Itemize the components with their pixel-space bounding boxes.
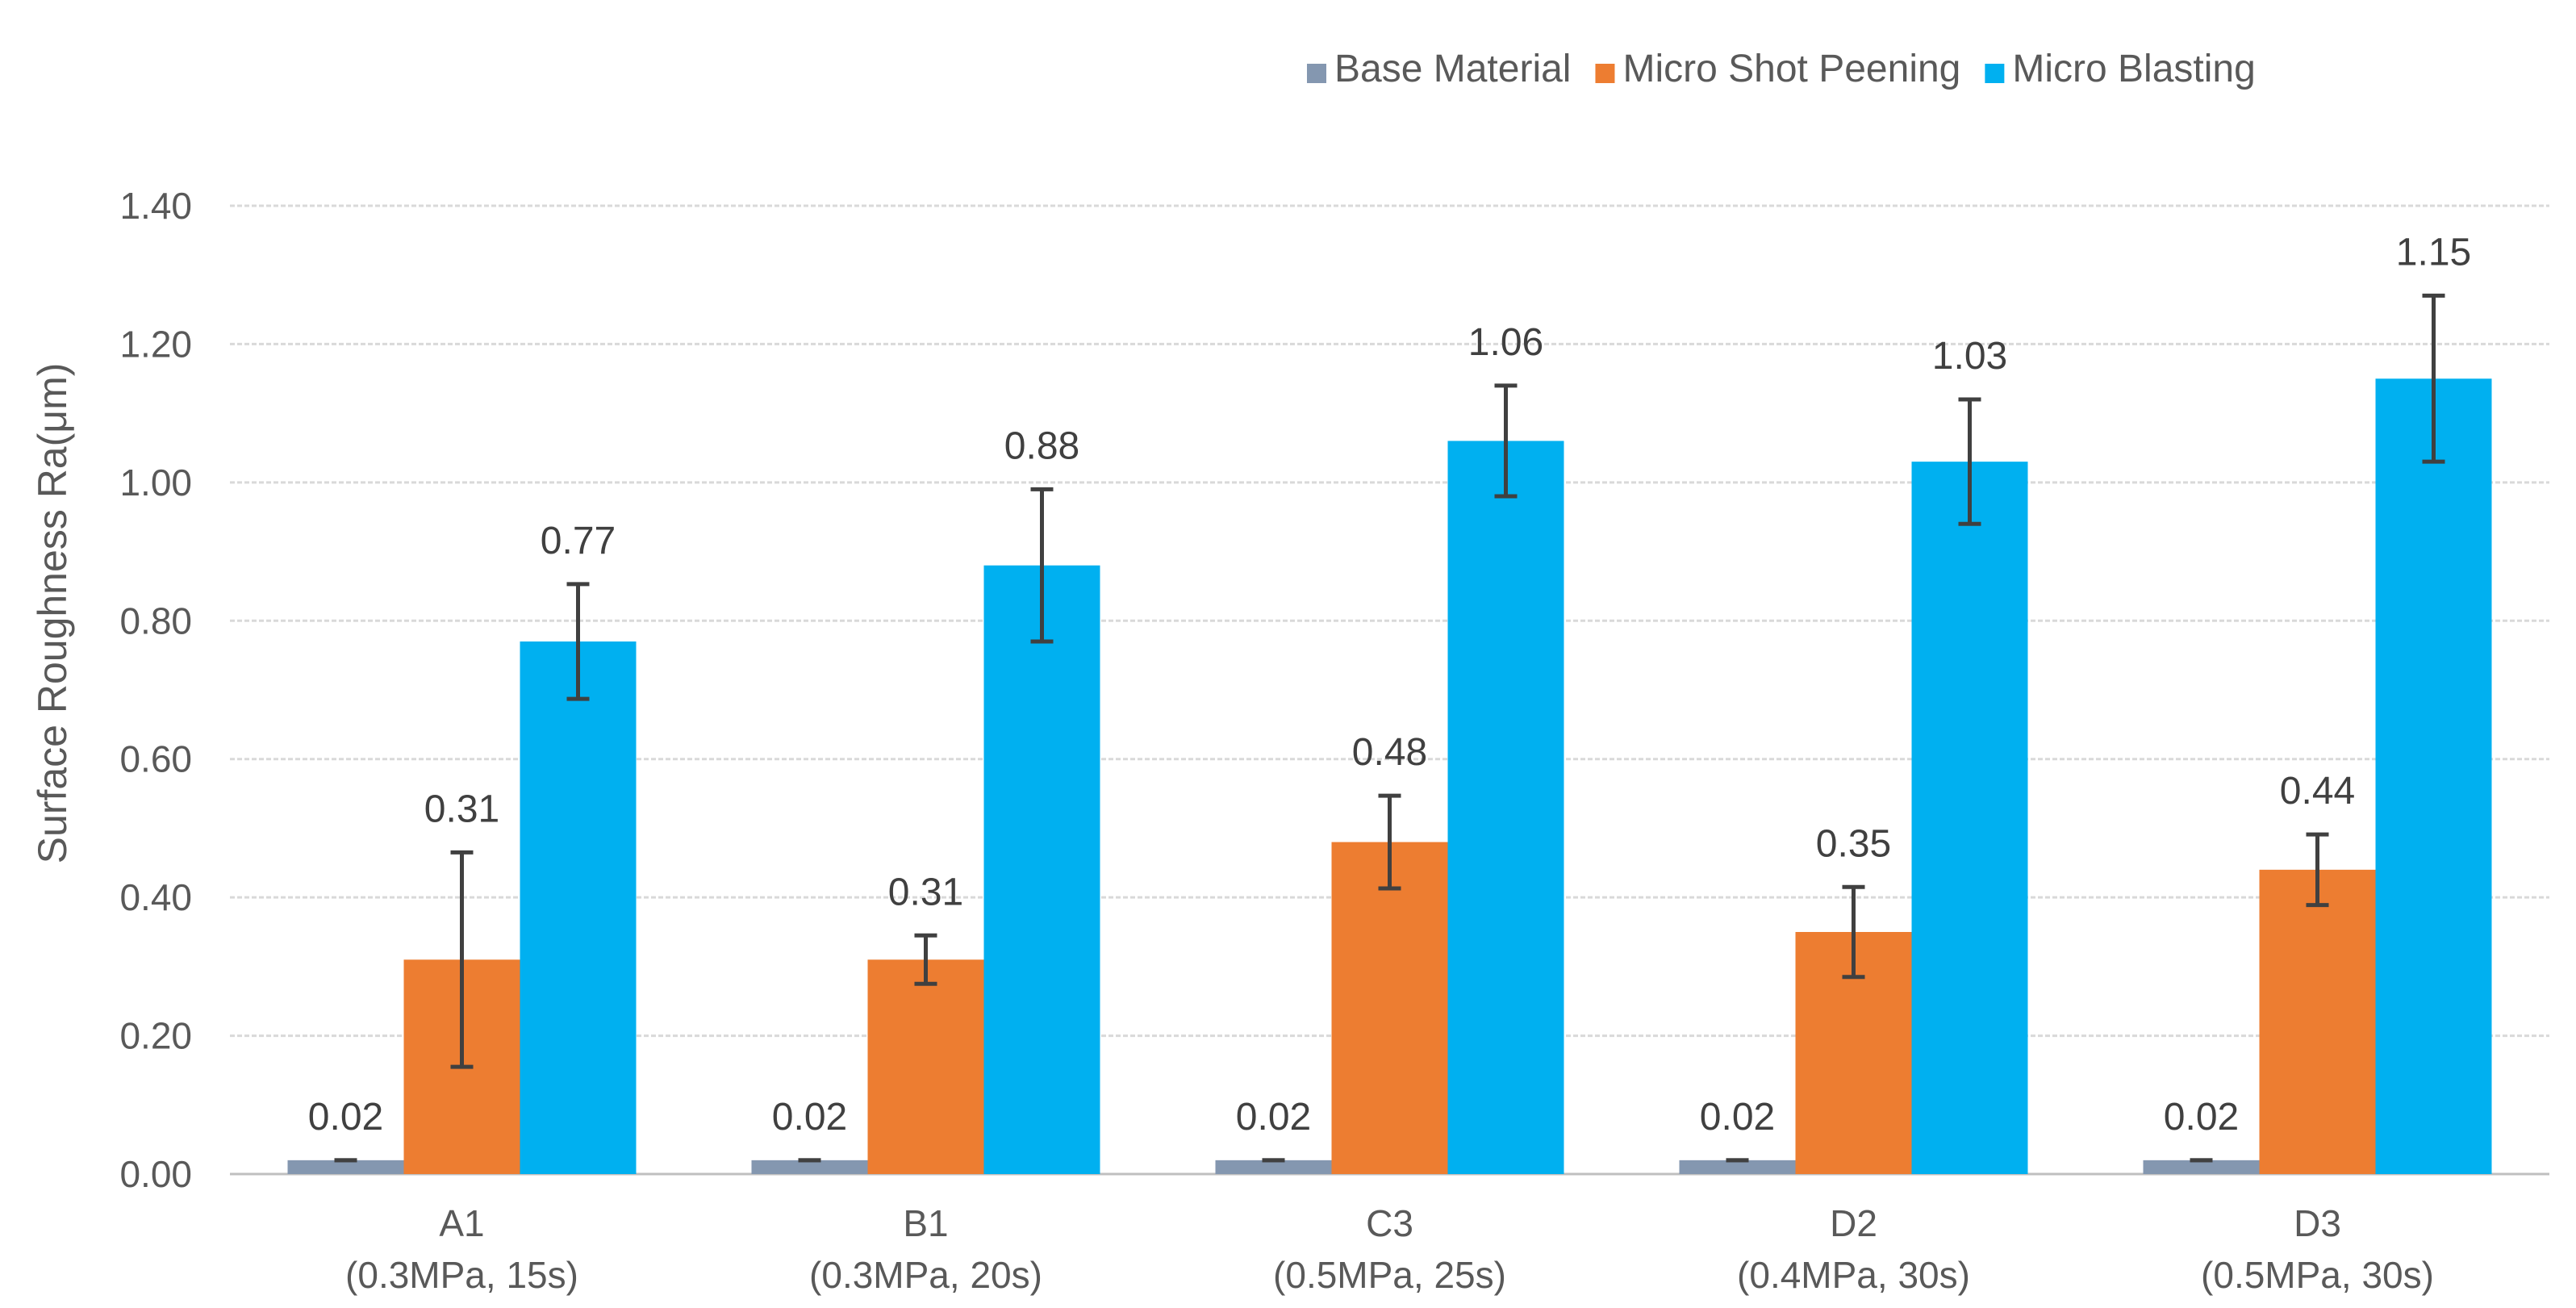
y-tick-label: 0.20 — [119, 1015, 192, 1057]
legend-swatch — [1985, 64, 2005, 83]
data-label: 1.03 — [1932, 335, 2007, 378]
data-label: 0.02 — [308, 1096, 383, 1139]
data-label: 0.48 — [1352, 731, 1427, 774]
bar-layer — [287, 293, 2492, 1174]
bar — [1679, 1160, 1796, 1174]
x-tick-label: B1 — [903, 1202, 948, 1244]
x-tick-sublabel: (0.5MPa, 30s) — [2201, 1254, 2434, 1296]
data-label: 0.31 — [424, 788, 499, 830]
data-label: 0.02 — [2164, 1096, 2239, 1139]
x-tick-label: D2 — [1830, 1202, 1877, 1244]
legend-swatch — [1595, 64, 1615, 83]
bar — [2143, 1160, 2260, 1174]
data-label: 1.06 — [1468, 321, 1543, 364]
x-tick-sublabel: (0.3MPa, 20s) — [809, 1254, 1042, 1296]
y-tick-label: 1.00 — [119, 462, 192, 504]
bar — [751, 1160, 868, 1174]
data-label: 0.02 — [772, 1096, 847, 1139]
legend-label: Micro Blasting — [2012, 48, 2255, 90]
x-tick-label: A1 — [439, 1202, 484, 1244]
y-tick-label: 0.60 — [119, 738, 192, 780]
data-label: 0.31 — [888, 871, 963, 913]
data-label: 0.44 — [2280, 770, 2355, 813]
bar — [1215, 1160, 1332, 1174]
data-label: 0.02 — [1700, 1096, 1775, 1139]
y-tick-label: 1.20 — [119, 323, 192, 365]
data-label: 0.77 — [541, 520, 616, 562]
bar — [1331, 842, 1448, 1174]
legend-label: Micro Shot Peening — [1622, 48, 1960, 90]
legend-swatch — [1307, 64, 1326, 83]
x-tick-label: D3 — [2294, 1202, 2341, 1244]
bar — [2375, 378, 2492, 1174]
y-tick-label: 0.40 — [119, 876, 192, 918]
x-tick-label: C3 — [1366, 1202, 1413, 1244]
y-axis-title: Surface Roughness Ra(μm) — [30, 363, 75, 864]
bar — [1911, 462, 2028, 1174]
data-label: 1.15 — [2396, 231, 2471, 274]
legend: Base Material Micro Shot Peening Micro Bla… — [1307, 48, 2256, 90]
data-label: 0.88 — [1004, 424, 1079, 467]
bar — [983, 565, 1100, 1174]
data-label: 0.35 — [1816, 822, 1891, 865]
bar — [520, 641, 637, 1174]
bar — [867, 959, 984, 1174]
y-tick-label: 0.80 — [119, 600, 192, 641]
bar — [287, 1160, 404, 1174]
data-label: 0.02 — [1236, 1096, 1311, 1139]
x-tick-sublabel: (0.4MPa, 30s) — [1737, 1254, 1970, 1296]
y-tick-label: 0.00 — [119, 1153, 192, 1195]
legend-label: Base Material — [1334, 48, 1571, 90]
x-tick-sublabel: (0.5MPa, 25s) — [1273, 1254, 1506, 1296]
label-layer: 0.00 0.20 0.40 0.60 0.80 1.00 1.20 1.40 0.02 0.31… — [119, 185, 2471, 1296]
bar — [2259, 869, 2376, 1174]
bar — [1447, 441, 1564, 1174]
y-tick-label: 1.40 — [119, 185, 192, 227]
x-tick-sublabel: (0.3MPa, 15s) — [345, 1254, 578, 1296]
